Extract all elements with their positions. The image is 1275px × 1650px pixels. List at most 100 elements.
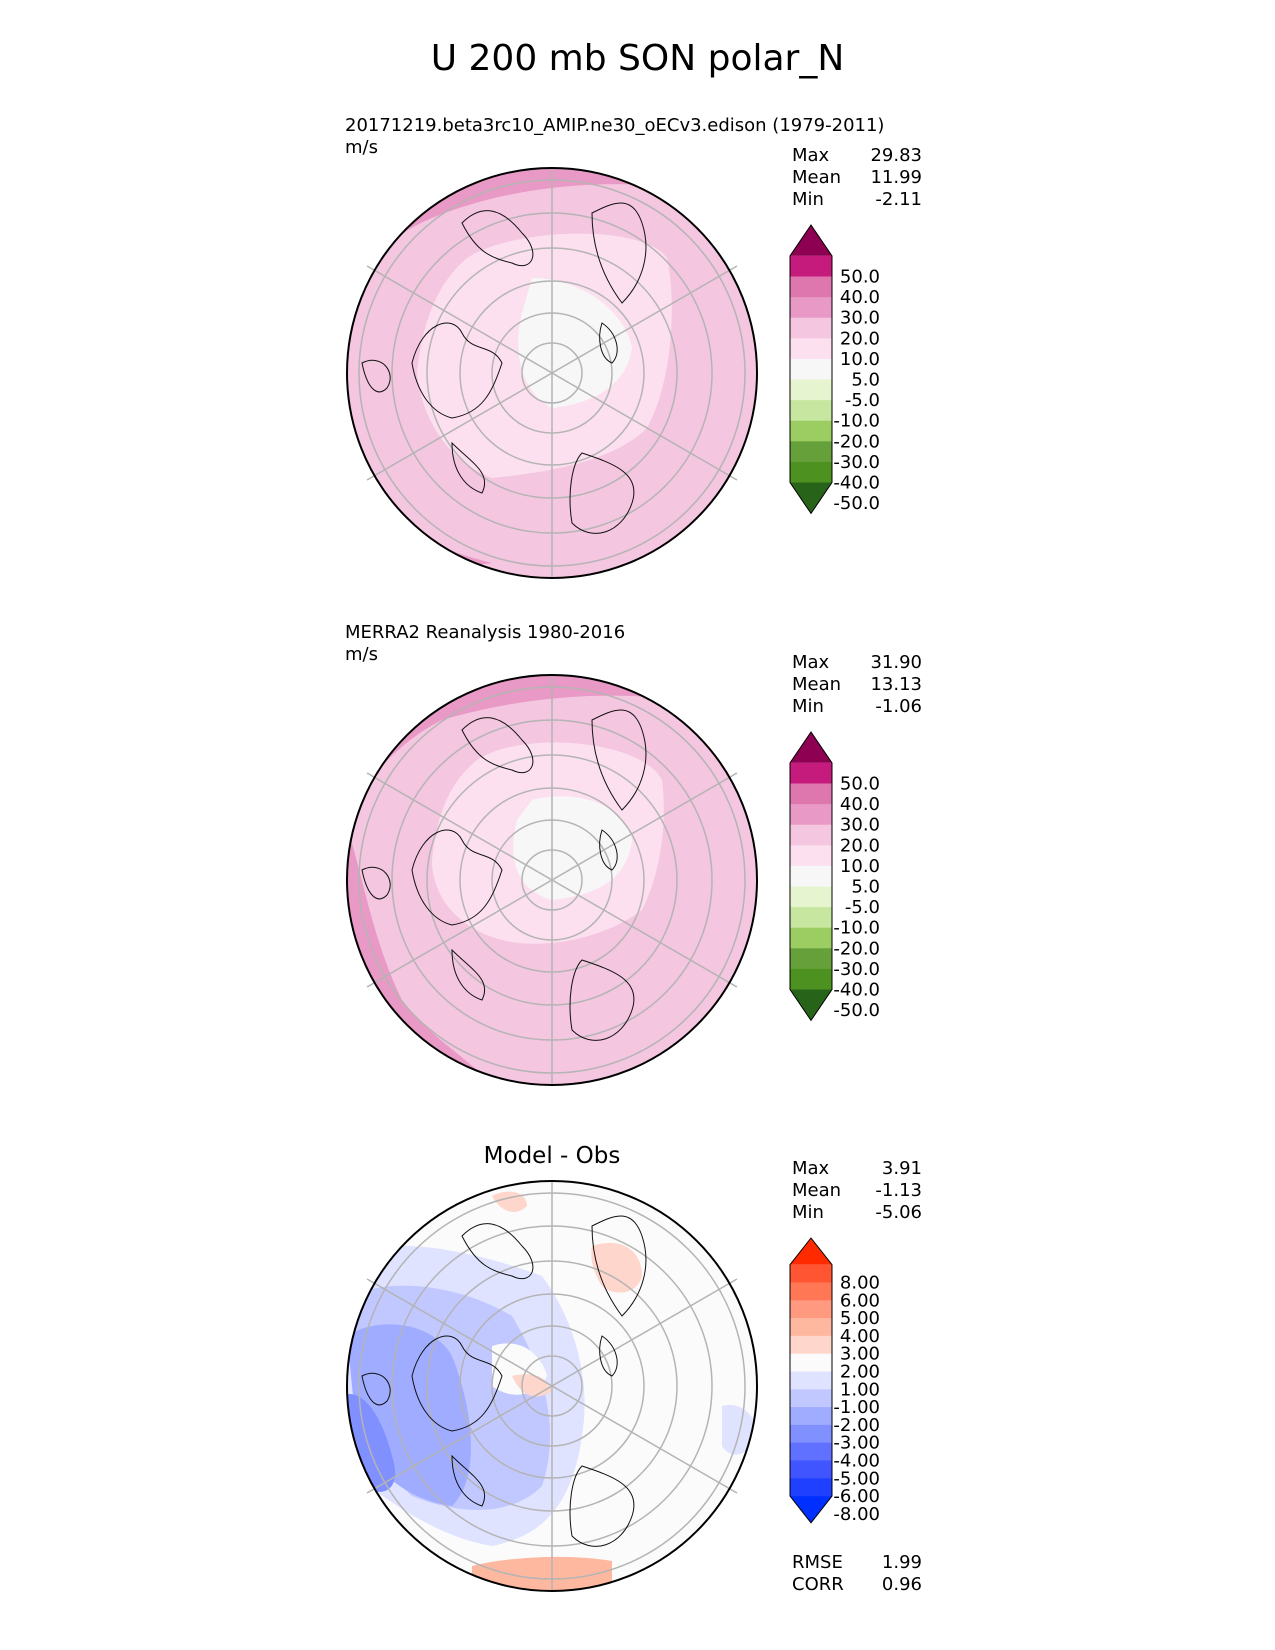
colorbar-tick-label: -50.0 [833,493,880,514]
obs-colorbar: 50.040.030.020.010.05.0-5.0-10.0-20.0-30… [789,731,880,1022]
colorbar-segment [790,1300,832,1319]
obs-units: m/s [345,644,378,665]
colorbar-segment [790,1442,832,1461]
diff-map-boundary [346,1180,758,1592]
colorbar-segment [790,1353,832,1372]
colorbar-segment [790,400,832,422]
obs-stats: Max 31.90 Mean 13.13 Min -1.06 [792,652,922,718]
model-map-boundary [346,167,758,579]
colorbar-segment [790,804,832,826]
colorbar-tick-label: 5.00 [840,1308,880,1329]
colorbar-tick-label: 5.0 [851,370,880,391]
model-stats: Max 29.83 Mean 11.99 Min -2.11 [792,145,922,211]
colorbar-tick-label: -30.0 [833,959,880,980]
model-polar-map [346,167,758,579]
colorbar-extend-max [790,1238,832,1265]
obs-graticule [358,675,746,1085]
colorbar-tick-label: 5.0 [851,877,880,898]
colorbar-tick-label: 3.00 [840,1344,880,1365]
colorbar-tick-label: -10.0 [833,411,880,432]
colorbar-outline [789,731,833,1022]
colorbar-tick-label: 6.00 [840,1290,880,1311]
colorbar-tick-label: -6.00 [833,1486,880,1507]
colorbar-tick-label: -1.00 [833,1397,880,1418]
colorbar-extend-min [790,989,832,1021]
colorbar-segment [790,1389,832,1408]
colorbar-tick-label: -2.00 [833,1415,880,1436]
diff-graticule [358,1181,746,1591]
diff-metric-rmse: RMSE 1.99 [792,1552,922,1573]
colorbar-tick-label: -4.00 [833,1451,880,1472]
model-colorbar: 50.040.030.020.010.05.0-5.0-10.0-20.0-30… [789,224,880,515]
diff-metric-corr: CORR 0.96 [792,1574,922,1595]
model-subtitle: 20171219.beta3rc10_AMIP.ne30_oECv3.ediso… [345,115,885,136]
colorbar-extend-max [790,225,832,256]
colorbar-tick-label: -20.0 [833,431,880,452]
colorbar-segment [790,783,832,805]
colorbar-segment [790,1424,832,1444]
colorbar-tick-label: -10.0 [833,918,880,939]
colorbar-segment [790,948,832,970]
diff-stat-min: Min -5.06 [792,1202,922,1223]
model-stat-max: Max 29.83 [792,145,922,166]
diff-polar-map [346,1180,758,1592]
colorbar-segment [790,461,832,483]
colorbar-segment [790,907,832,929]
model-stat-min: Min -2.11 [792,189,922,210]
colorbar-extend-min [790,482,832,514]
colorbar-segment [790,865,832,887]
colorbar-tick-label: 2.00 [840,1362,880,1383]
obs-stat-min: Min -1.06 [792,696,922,717]
colorbar-tick-label: -40.0 [833,473,880,494]
colorbar-tick-label: 10.0 [840,856,880,877]
model-coastlines [361,202,647,534]
colorbar-extend-max [790,732,832,763]
colorbar-tick-label: 10.0 [840,349,880,370]
colorbar-segment [790,824,832,846]
colorbar-tick-label: -5.0 [845,897,880,918]
diff-colorbar: 8.006.005.004.003.002.001.00-1.00-2.00-3… [789,1237,880,1525]
obs-stat-mean: Mean 13.13 [792,674,922,695]
colorbar-segment [790,358,832,380]
colorbar-segment [790,927,832,949]
colorbar-tick-label: -8.00 [833,1504,880,1525]
colorbar-tick-label: -5.0 [845,390,880,411]
model-stat-mean: Mean 11.99 [792,167,922,188]
diff-stats: Max 3.91 Mean -1.13 Min -5.06 [792,1158,922,1224]
obs-polar-map [346,674,758,1086]
colorbar-segment [790,420,832,442]
figure-title: U 200 mb SON polar_N [430,38,845,79]
model-units: m/s [345,137,378,158]
diff-stat-mean: Mean -1.13 [792,1180,922,1201]
colorbar-segment [790,276,832,298]
diff-metrics: RMSE 1.99 CORR 0.96 [792,1552,922,1596]
obs-map-boundary [346,674,758,1086]
obs-subtitle: MERRA2 Reanalysis 1980-2016 [345,622,626,643]
colorbar-tick-label: -30.0 [833,452,880,473]
colorbar-tick-label: 30.0 [840,815,880,836]
colorbar-tick-label: 8.00 [840,1273,880,1294]
colorbar-tick-label: 1.00 [840,1379,880,1400]
obs-stat-max: Max 31.90 [792,652,922,673]
colorbar-tick-label: -3.00 [833,1433,880,1454]
diff-coastlines [361,1215,647,1547]
colorbar-segment [790,886,832,908]
colorbar-segment [790,379,832,401]
colorbar-tick-label: 40.0 [840,794,880,815]
colorbar-extend-min [790,1496,832,1523]
colorbar-segment [790,762,832,784]
colorbar-tick-label: -20.0 [833,938,880,959]
colorbar-outline [789,224,833,515]
model-graticule [358,168,746,578]
colorbar-tick-label: 20.0 [840,328,880,349]
colorbar-tick-label: -40.0 [833,980,880,1001]
colorbar-segment [790,1282,832,1301]
colorbar-tick-label: 50.0 [840,774,880,795]
colorbar-segment [790,1460,832,1479]
colorbar-segment [790,1371,832,1390]
colorbar-segment [790,1318,832,1337]
colorbar-tick-label: -50.0 [833,1000,880,1021]
colorbar-segment [790,441,832,463]
colorbar-tick-label: 40.0 [840,287,880,308]
colorbar-outline [789,1237,833,1524]
